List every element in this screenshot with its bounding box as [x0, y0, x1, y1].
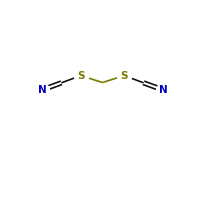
- Text: S: S: [120, 71, 128, 81]
- Text: N: N: [38, 85, 46, 95]
- Text: N: N: [159, 85, 167, 95]
- Text: S: S: [77, 71, 85, 81]
